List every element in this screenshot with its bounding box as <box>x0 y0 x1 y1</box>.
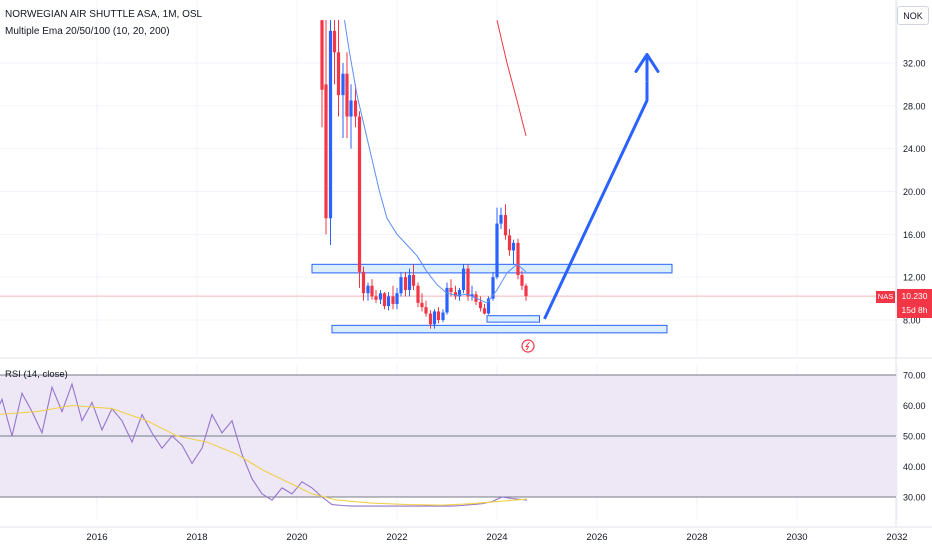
candle-body <box>441 312 445 320</box>
x-tick-label: 2028 <box>686 532 707 543</box>
zone-boxes[interactable] <box>311 263 673 334</box>
y-tick-label: 32.00 <box>903 59 926 69</box>
support-resistance-zone[interactable] <box>486 315 540 323</box>
rsi-tick-label: 30.00 <box>903 493 926 503</box>
x-tick-label: 2016 <box>86 532 107 543</box>
x-tick-label: 2030 <box>786 532 807 543</box>
candle-body <box>428 313 433 325</box>
candle-body <box>403 277 408 291</box>
candle-body <box>378 293 383 300</box>
candle-body <box>328 30 333 219</box>
candle-body <box>432 311 437 325</box>
candle-body <box>524 285 528 297</box>
ema-group <box>344 20 527 304</box>
indicator-legend: Multiple Ema 20/50/100 (10, 20, 200) <box>5 26 170 37</box>
candle-body <box>516 242 520 276</box>
candle-body <box>386 296 391 307</box>
candle-body <box>495 223 499 278</box>
candle-body <box>453 292 458 297</box>
candle-body <box>382 293 387 307</box>
rsi-pane <box>0 374 896 507</box>
candle-group <box>320 20 528 329</box>
axes: 2016 2018 2020 2022 2024 2026 2028 2030 2032 8.00… <box>86 59 925 544</box>
currency-button[interactable]: NOK <box>897 6 929 25</box>
candle-body <box>357 116 362 272</box>
candle-body <box>341 73 345 96</box>
candles <box>320 20 528 329</box>
rsi-tick-label: 70.00 <box>903 371 926 381</box>
rsi-line <box>0 382 528 507</box>
candle-body <box>416 285 420 303</box>
symbol-tag: NAS <box>876 291 895 303</box>
candle-body <box>499 215 503 224</box>
y-tick-label: 24.00 <box>903 144 926 154</box>
candle-body <box>449 287 453 293</box>
candle-body <box>445 287 449 313</box>
ema-lines <box>344 20 527 304</box>
candle-body <box>470 294 474 297</box>
x-tick-label: 2022 <box>386 532 407 543</box>
candle-body <box>507 235 512 251</box>
x-tick-label: 2026 <box>586 532 607 543</box>
last-price-tag: 10.230 15d 8h <box>897 289 932 318</box>
candle-body <box>370 285 374 297</box>
candle-body <box>324 84 328 219</box>
candle-body <box>486 298 491 314</box>
y-tick-label: 12.00 <box>903 273 926 283</box>
candle-body <box>345 73 349 117</box>
candle-body <box>478 301 483 309</box>
x-tick-label: 2018 <box>186 532 207 543</box>
y-tick-label: 20.00 <box>903 187 926 197</box>
candle-body <box>424 307 428 314</box>
rsi-tick-label: 50.00 <box>903 432 926 442</box>
candle-body <box>320 20 324 90</box>
lightning-icon <box>524 341 530 351</box>
ema-fast-line <box>344 20 527 304</box>
candle-body <box>349 100 353 117</box>
rsi-legend: RSI (14, close) <box>5 369 68 380</box>
candle-body <box>366 285 370 294</box>
candle-body <box>482 308 487 314</box>
y-tick-label: 16.00 <box>903 230 926 240</box>
rsi-tick-label: 40.00 <box>903 462 926 472</box>
candle-body <box>491 277 495 299</box>
support-resistance-zone[interactable] <box>311 263 673 274</box>
candle-body <box>511 242 516 251</box>
ema-slow-line <box>496 20 527 136</box>
rsi-tick-label: 60.00 <box>903 401 926 411</box>
rsi-ma-line <box>0 404 528 506</box>
candle-body <box>332 30 337 53</box>
candle-body <box>353 100 358 117</box>
x-tick-label: 2032 <box>886 532 907 543</box>
candle-body <box>399 277 403 294</box>
x-tick-label: 2024 <box>486 532 507 543</box>
y-tick-label: 28.00 <box>903 101 926 111</box>
bar-countdown: 15d 8h <box>901 305 928 315</box>
candle-body <box>374 296 378 300</box>
support-resistance-zone[interactable] <box>331 324 668 334</box>
x-tick-label: 2020 <box>286 532 307 543</box>
candle-body <box>391 296 395 304</box>
chart-title: NORWEGIAN AIR SHUTTLE ASA, 1M, OSL <box>5 9 203 20</box>
candle-body <box>466 268 470 297</box>
candle-body <box>461 268 466 291</box>
last-price-value: 10.230 <box>901 291 928 301</box>
candle-body <box>520 275 524 286</box>
candle-body <box>336 52 341 96</box>
projection-arrow[interactable] <box>521 52 660 353</box>
y-tick-label: 8.00 <box>903 316 921 326</box>
candle-body <box>503 215 508 236</box>
candle-body <box>395 293 399 304</box>
candle-body <box>436 311 441 320</box>
candle-body <box>411 275 416 286</box>
candle-body <box>361 271 366 294</box>
candle-body <box>407 275 412 291</box>
candle-body <box>457 290 462 297</box>
projection-path[interactable] <box>543 81 649 320</box>
candle-body <box>420 302 424 308</box>
